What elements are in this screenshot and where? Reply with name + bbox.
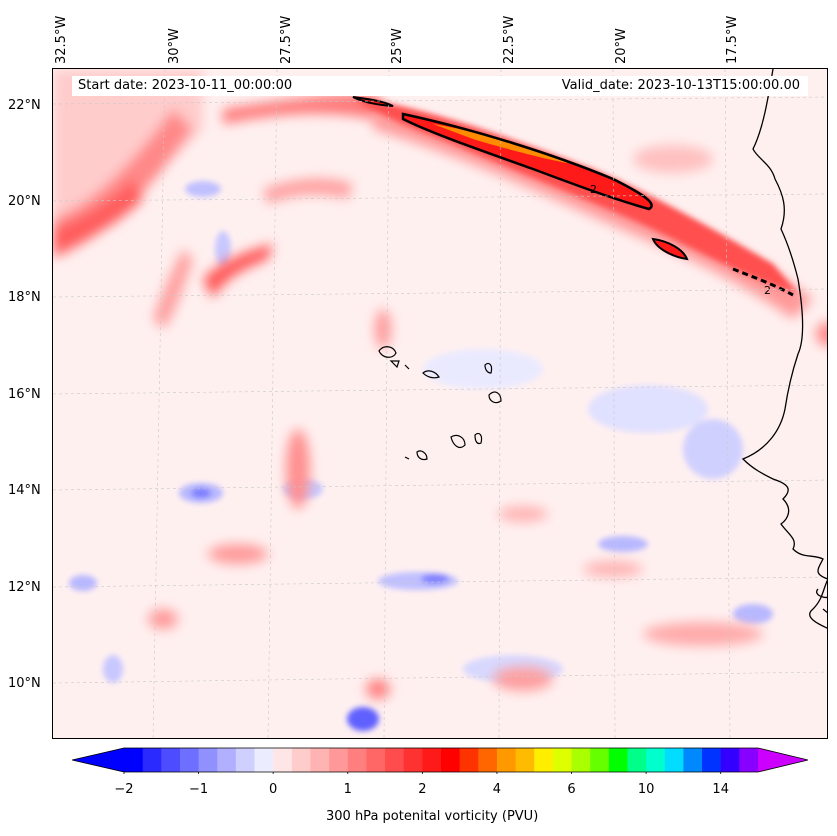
colorbar-over-arrow [758,748,808,772]
colorbar-swatch [198,748,218,772]
colorbar-under-arrow [72,748,124,772]
latitude-label: 18°N [8,290,41,305]
longitude-label: 17.5°W [725,15,740,64]
colorbar-swatch [739,748,759,772]
islands [378,346,502,461]
colorbar-swatch [124,748,144,772]
graticule [53,69,827,738]
positive-pv-bands [53,69,827,699]
colorbar-swatch [273,748,293,772]
colorbar-swatch [683,748,703,772]
colorbar-tick-label: −2 [114,782,134,797]
colorbar-swatch [702,748,722,772]
colorbar-swatch [496,748,517,772]
map-plot-area: 2 2 [52,68,828,739]
latitude-label: 20°N [8,194,41,209]
pv-field: 2 2 [53,69,827,738]
colorbar-swatch [664,748,684,772]
colorbar-swatch [235,748,256,772]
longitude-label: 32.5°W [54,15,69,64]
colorbar-swatch [385,748,405,772]
longitude-label: 20°W [614,28,629,64]
colorbar-swatch [422,748,442,772]
colorbar-swatch [608,748,628,772]
colorbar-swatch [627,748,647,772]
colorbar-tick-label: 2 [418,782,427,797]
colorbar-swatch [571,748,591,772]
colorbar-tick-label: 1 [343,782,352,797]
colorbar-label-text: 300 hPa potenital vorticity (PVU) [326,809,539,824]
valid-date: Valid_date: 2023-10-13T15:00:00.00 [561,78,800,93]
longitude-label: 27.5°W [279,15,294,64]
latitude-label: 14°N [8,483,41,498]
colorbar-swatch [179,748,200,772]
colorbar-tick-label: 0 [269,782,278,797]
colorbar-swatch [646,748,666,772]
colorbar-tick-label: −1 [188,782,209,797]
contour-label-2: 2 [764,284,771,297]
colorbar-tick-label: 14 [712,782,729,797]
start-date: Start date: 2023-10-11_00:00:00 [78,78,293,93]
colorbar-swatch [552,748,573,772]
colorbar-swatch [534,748,554,772]
longitude-label: 22.5°W [502,15,517,64]
colorbar-tick-label: 6 [567,782,576,797]
colorbar-swatch [254,748,274,772]
colorbar-swatch [459,748,479,772]
colorbar-swatch [291,748,311,772]
colorbar-swatch [478,748,498,772]
colorbar-swatch [515,748,535,772]
colorbar-tick-label: 10 [637,782,655,797]
colorbar [72,747,809,774]
colorbar-swatch [720,748,740,772]
colorbar-swatch [366,748,386,772]
negative-pv-patches [69,181,773,731]
map-info-bar: Start date: 2023-10-11_00:00:00 Valid_da… [72,76,808,96]
colorbar-swatch [441,748,461,772]
jet-streak: 2 2 [352,96,798,297]
longitude-label: 25°W [390,28,405,64]
colorbar-swatch [161,748,181,772]
colorbar-swatch [217,748,237,772]
colorbar-swatch [403,748,423,772]
latitude-label: 22°N [8,98,41,113]
colorbar-swatch [142,748,162,772]
colorbar-swatch [347,748,367,772]
longitude-label: 30°W [167,28,182,64]
colorbar-swatch [590,748,610,772]
colorbar-swatch [329,748,349,772]
latitude-label: 10°N [8,676,41,691]
colorbar-tick-label: 4 [492,782,502,797]
contour-label-1: 2 [590,183,597,196]
coastline [741,69,827,629]
latitude-label: 12°N [8,580,41,595]
colorbar-swatch [310,748,330,772]
latitude-label: 16°N [8,387,41,402]
